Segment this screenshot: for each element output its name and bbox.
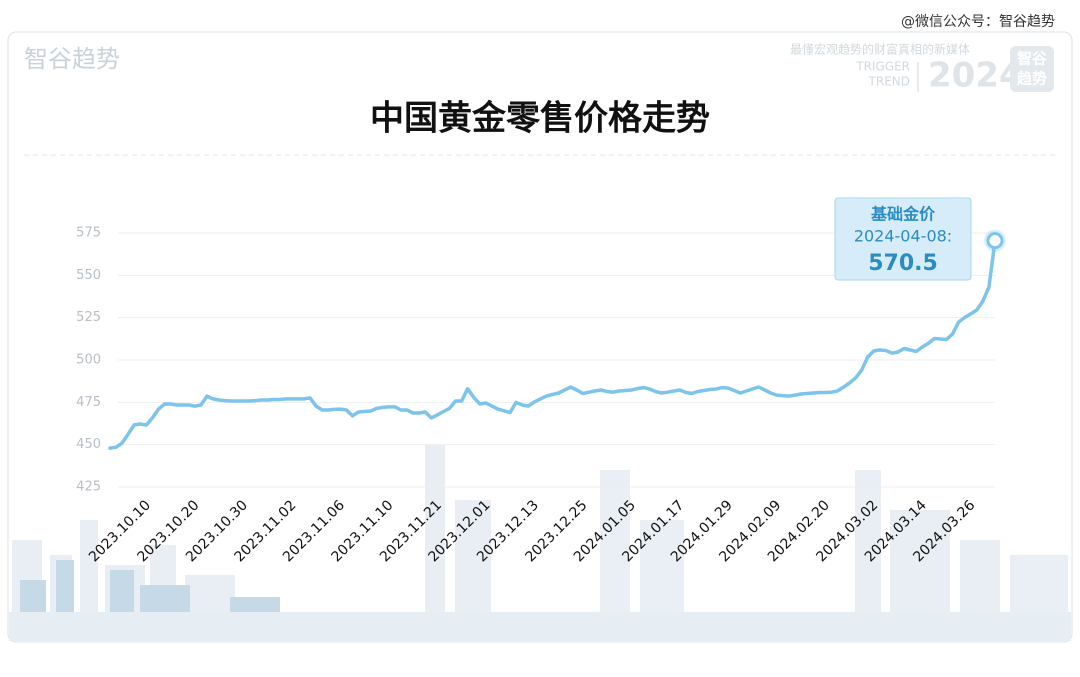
- y-tick-label: 500: [76, 353, 101, 368]
- trend: TREND: [868, 75, 910, 89]
- tooltip-box: [834, 197, 972, 281]
- tooltip-date: 2024-04-08:: [854, 227, 952, 246]
- watermark: @微信公众号：智谷趋势: [901, 14, 1055, 30]
- y-tick-label: 450: [76, 437, 101, 452]
- last-point: [986, 232, 1004, 250]
- slogan: 最懂宏观趋势的财富真相的新媒体: [790, 42, 970, 57]
- badge: [1010, 46, 1054, 92]
- tooltip-title: 基础金价: [870, 205, 936, 224]
- price-line: [108, 238, 997, 450]
- trigger: TRIGGER: [855, 60, 910, 74]
- y-tick-label: 525: [76, 310, 101, 325]
- badge-text: 趋势: [1017, 70, 1047, 88]
- y-tick-label: 550: [76, 268, 101, 283]
- footer-band: [9, 612, 1071, 641]
- skyline-front: [20, 560, 280, 612]
- chart-title: 中国黄金零售价格走势: [370, 99, 710, 139]
- card: [7, 31, 1073, 643]
- y-tick-label: 575: [76, 226, 101, 241]
- y-tick-label: 425: [76, 480, 101, 495]
- tooltip-value: 570.5: [868, 251, 938, 276]
- y-tick-label: 475: [76, 395, 101, 410]
- logo: 智谷趋势: [24, 45, 120, 73]
- year: 2024: [928, 56, 1023, 96]
- badge-text: 智谷: [1017, 50, 1048, 68]
